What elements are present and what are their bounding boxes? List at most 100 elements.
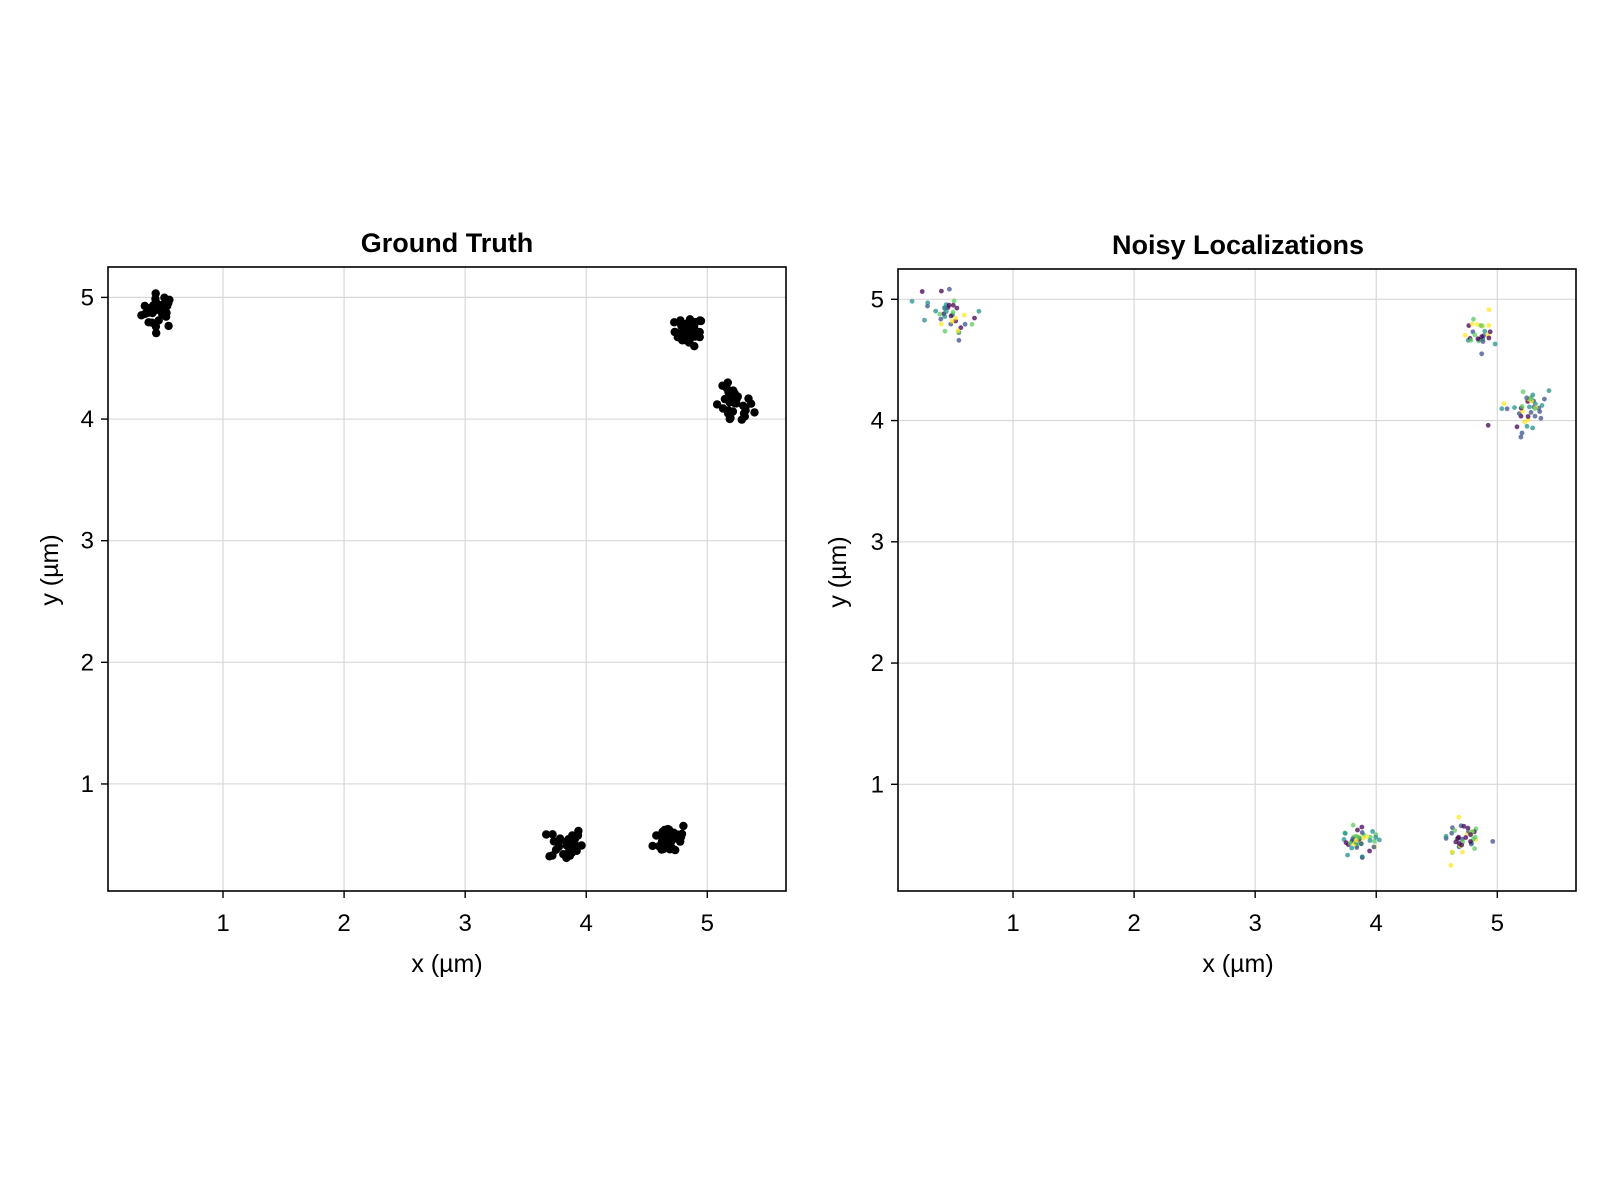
x-tick-label: 1: [216, 910, 229, 937]
data-point: [942, 314, 948, 319]
data-point: [1501, 401, 1507, 406]
data-point: [909, 298, 915, 304]
y-tick-label: 4: [871, 408, 884, 435]
data-point: [1504, 406, 1510, 412]
plot-frame: [897, 268, 1577, 892]
data-point: [1468, 337, 1474, 343]
data-point: [164, 321, 173, 331]
data-point: [1359, 830, 1365, 835]
data-point: [955, 328, 961, 334]
data-point: [954, 305, 960, 311]
data-point: [724, 406, 733, 415]
data-point: [1522, 419, 1527, 425]
data-point: [1514, 424, 1520, 430]
data-point: [946, 302, 952, 308]
chart-title: Ground Truth: [361, 228, 533, 258]
data-point: [732, 399, 741, 408]
data-point: [744, 394, 753, 403]
data-point: [1359, 824, 1365, 830]
data-point: [726, 413, 735, 423]
data-point: [1539, 403, 1545, 408]
data-point: [684, 338, 694, 347]
data-point: [1353, 838, 1359, 843]
data-point: [933, 308, 939, 314]
data-point: [1492, 341, 1498, 347]
data-point: [1528, 410, 1534, 415]
data-point: [949, 318, 955, 324]
data-point: [670, 318, 679, 327]
data-point: [554, 842, 563, 852]
data-point: [1364, 834, 1370, 839]
data-point: [1525, 417, 1531, 423]
y-tick-label: 2: [81, 649, 94, 676]
data-point: [739, 409, 749, 418]
data-point: [1519, 404, 1525, 409]
data-point: [942, 328, 948, 334]
data-point: [937, 311, 943, 317]
data-point: [677, 321, 686, 330]
x-tick-label: 1: [1006, 910, 1019, 937]
data-point: [1530, 425, 1535, 431]
data-point: [1472, 846, 1477, 851]
data-point: [1542, 396, 1547, 402]
data-point: [1475, 336, 1481, 342]
data-point: [1532, 413, 1538, 419]
data-point: [1538, 415, 1544, 421]
data-point: [976, 308, 982, 314]
y-tick-label: 5: [871, 286, 884, 313]
data-point: [1377, 837, 1382, 843]
data-point: [140, 301, 149, 311]
data-point: [1459, 842, 1465, 848]
data-point: [1367, 838, 1373, 843]
data-point: [1360, 836, 1366, 841]
data-point: [542, 830, 551, 839]
data-point: [679, 327, 688, 337]
data-point: [1463, 835, 1469, 840]
x-tick-label: 4: [1370, 910, 1383, 937]
data-point: [548, 851, 557, 860]
y-tick-label: 5: [81, 284, 94, 311]
y-tick-label: 1: [871, 771, 884, 798]
data-point: [1532, 406, 1538, 411]
data-point: [951, 298, 957, 304]
data-point: [1371, 844, 1377, 850]
data-point: [564, 835, 573, 844]
chart-title: Noisy Localizations: [1112, 230, 1364, 260]
data-point: [1499, 406, 1505, 412]
data-point: [1367, 848, 1372, 854]
x-tick-label: 2: [1127, 910, 1140, 937]
data-point: [1461, 823, 1467, 829]
data-point: [1479, 351, 1485, 357]
data-point: [679, 821, 688, 831]
data-point: [140, 309, 150, 319]
x-tick-label: 4: [580, 910, 593, 937]
data-point: [1478, 323, 1484, 328]
data-point: [1456, 834, 1461, 840]
data-point: [562, 853, 571, 863]
plot-frame: [107, 266, 787, 892]
data-point: [1355, 827, 1360, 833]
ground-truth-panel: Ground Truth x (µm) y (µm) 1 2 3 4 5 1 2 3 4 5: [36, 228, 787, 978]
data-point: [718, 381, 727, 390]
data-point: [972, 315, 977, 321]
data-point: [1480, 339, 1486, 344]
data-point: [1530, 392, 1536, 398]
data-point: [938, 316, 944, 322]
data-point: [730, 389, 739, 398]
data-point: [151, 289, 160, 298]
data-point: [665, 840, 674, 849]
data-point: [1524, 423, 1530, 429]
data-point: [157, 300, 167, 310]
data-point: [151, 322, 161, 331]
data-point: [950, 302, 956, 308]
data-point: [1486, 307, 1492, 313]
data-point: [1462, 332, 1468, 338]
data-point: [925, 300, 931, 306]
data-point: [956, 337, 962, 343]
x-axis-label: x (µm): [1202, 950, 1273, 978]
data-point: [1525, 414, 1531, 419]
data-point: [939, 288, 944, 294]
data-point: [1486, 335, 1492, 341]
data-point: [160, 293, 169, 302]
